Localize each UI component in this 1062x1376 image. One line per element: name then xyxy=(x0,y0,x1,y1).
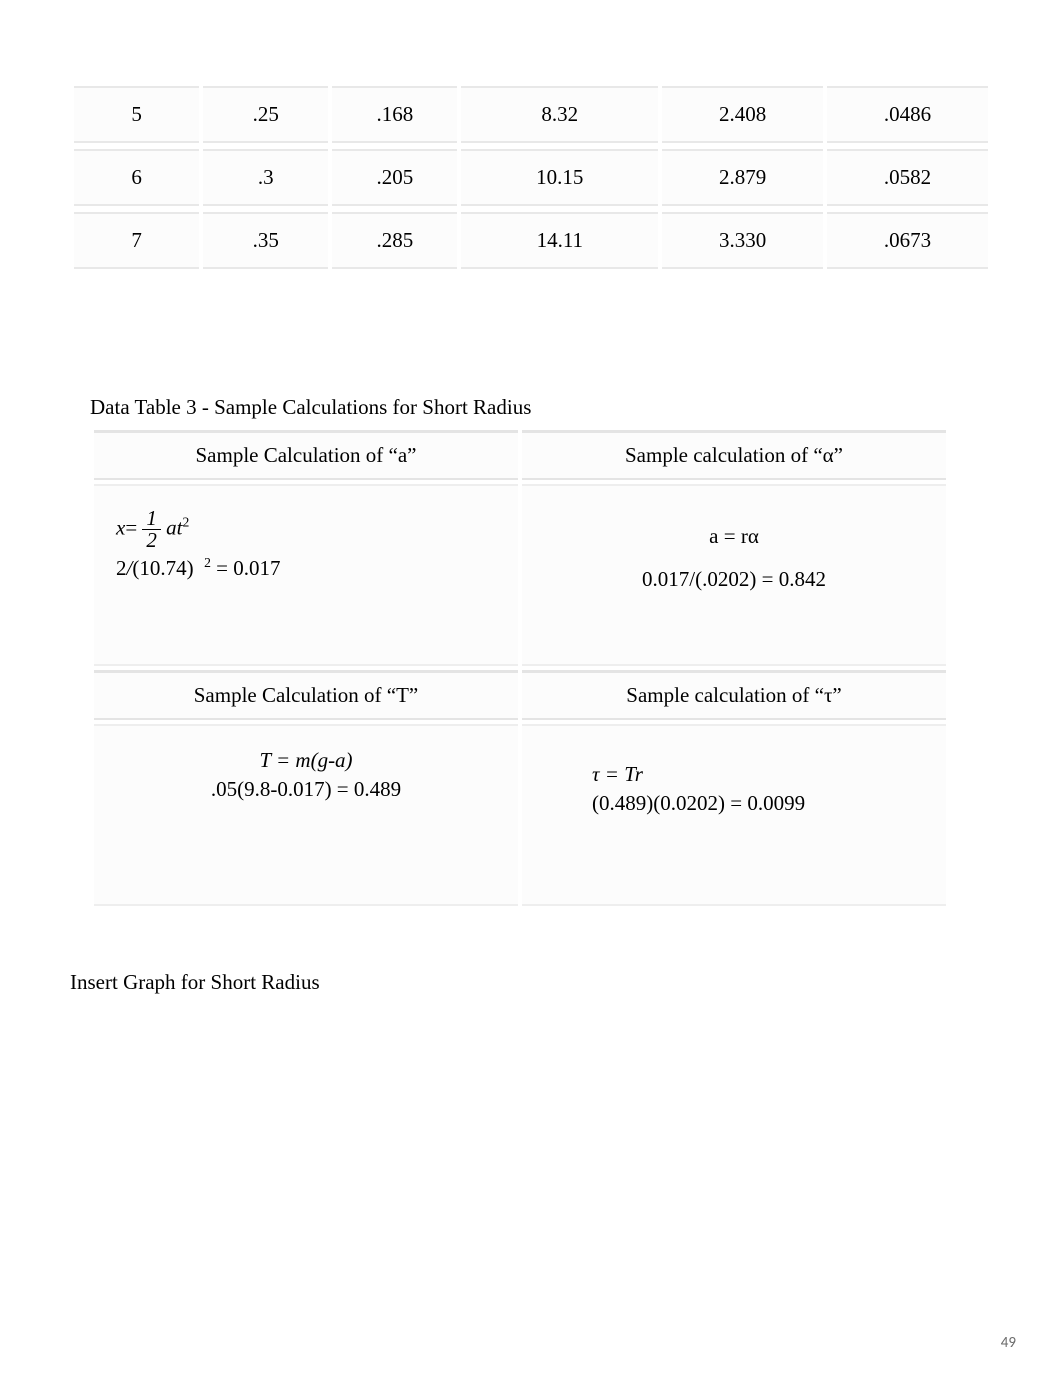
eq-result: = 0.017 xyxy=(216,556,280,580)
formula-a-line1: x= 1 2 at2 xyxy=(116,508,496,551)
cell: .3 xyxy=(203,149,328,206)
cell: 14.11 xyxy=(461,212,658,269)
calc-cell-alpha: a = rα 0.017/(.0202) = 0.842 xyxy=(522,484,946,666)
cell: .168 xyxy=(332,86,457,143)
formula-tau-line2: (0.489)(0.0202) = 0.0099 xyxy=(592,791,924,816)
table-row: 7 .35 .285 14.11 3.330 .0673 xyxy=(74,212,988,269)
num-2: 2 xyxy=(116,556,127,580)
table-row: 5 .25 .168 8.32 2.408 .0486 xyxy=(74,86,988,143)
calc-table: Sample Calculation of “a” Sample calcula… xyxy=(90,426,950,910)
cell: .285 xyxy=(332,212,457,269)
var-Tr: Tr xyxy=(624,762,643,786)
cell: 2.408 xyxy=(662,86,823,143)
calc-cell-a: x= 1 2 at2 2/(10.74) 2 = 0.017 xyxy=(94,484,518,666)
var-a: a xyxy=(166,515,177,539)
cell: 10.15 xyxy=(461,149,658,206)
calc-header-a: Sample Calculation of “a” xyxy=(94,430,518,480)
cell: 7 xyxy=(74,212,199,269)
var-tau: τ xyxy=(592,762,600,786)
calc-cell-tau: τ = Tr (0.489)(0.0202) = 0.0099 xyxy=(522,724,946,906)
graph-placeholder-label: Insert Graph for Short Radius xyxy=(70,970,992,995)
calc-header-tau: Sample calculation of “τ” xyxy=(522,670,946,720)
calc-cell-T: T = m(g-a) .05(9.8-0.017) = 0.489 xyxy=(94,724,518,906)
page-number: 49 xyxy=(1001,1334,1016,1352)
formula-a-line2: 2/(10.74) 2 = 0.017 xyxy=(116,555,496,581)
calc-header-alpha: Sample calculation of “α” xyxy=(522,430,946,480)
exp-2: 2 xyxy=(183,514,190,529)
fraction-half: 1 2 xyxy=(142,508,161,551)
cell: .0582 xyxy=(827,149,988,206)
eq-sign: = xyxy=(125,515,137,539)
frac-num: 1 xyxy=(142,508,161,530)
formula-T-line1: T = m(g-a) xyxy=(116,748,496,773)
calc-header-T: Sample Calculation of “T” xyxy=(94,670,518,720)
formula-T-line2: .05(9.8-0.017) = 0.489 xyxy=(116,777,496,802)
page: 5 .25 .168 8.32 2.408 .0486 6 .3 .205 10… xyxy=(0,0,1062,1376)
cell: 6 xyxy=(74,149,199,206)
table-row: 6 .3 .205 10.15 2.879 .0582 xyxy=(74,149,988,206)
cell: .35 xyxy=(203,212,328,269)
cell: 2.879 xyxy=(662,149,823,206)
table-caption: Data Table 3 - Sample Calculations for S… xyxy=(70,395,992,420)
var-x: x xyxy=(116,515,125,539)
formula-alpha-line1: a = rα xyxy=(544,524,924,549)
formula-tau-line1: τ = Tr xyxy=(592,762,924,787)
calc-header-row: Sample Calculation of “a” Sample calcula… xyxy=(94,430,946,480)
calc-body-row: T = m(g-a) .05(9.8-0.017) = 0.489 τ = Tr… xyxy=(94,724,946,906)
formula-alpha-line2: 0.017/(.0202) = 0.842 xyxy=(544,567,924,592)
cell: .25 xyxy=(203,86,328,143)
calc-header-row: Sample Calculation of “T” Sample calcula… xyxy=(94,670,946,720)
cell: .0673 xyxy=(827,212,988,269)
cell: 3.330 xyxy=(662,212,823,269)
frac-den: 2 xyxy=(142,530,161,551)
eq-sign: = xyxy=(605,762,619,786)
paren-val: (10.74) xyxy=(132,556,193,580)
data-table: 5 .25 .168 8.32 2.408 .0486 6 .3 .205 10… xyxy=(70,80,992,275)
cell: 8.32 xyxy=(461,86,658,143)
cell: .0486 xyxy=(827,86,988,143)
exp-2b: 2 xyxy=(204,555,211,570)
calc-body-row: x= 1 2 at2 2/(10.74) 2 = 0.017 a = rα xyxy=(94,484,946,666)
cell: .205 xyxy=(332,149,457,206)
cell: 5 xyxy=(74,86,199,143)
